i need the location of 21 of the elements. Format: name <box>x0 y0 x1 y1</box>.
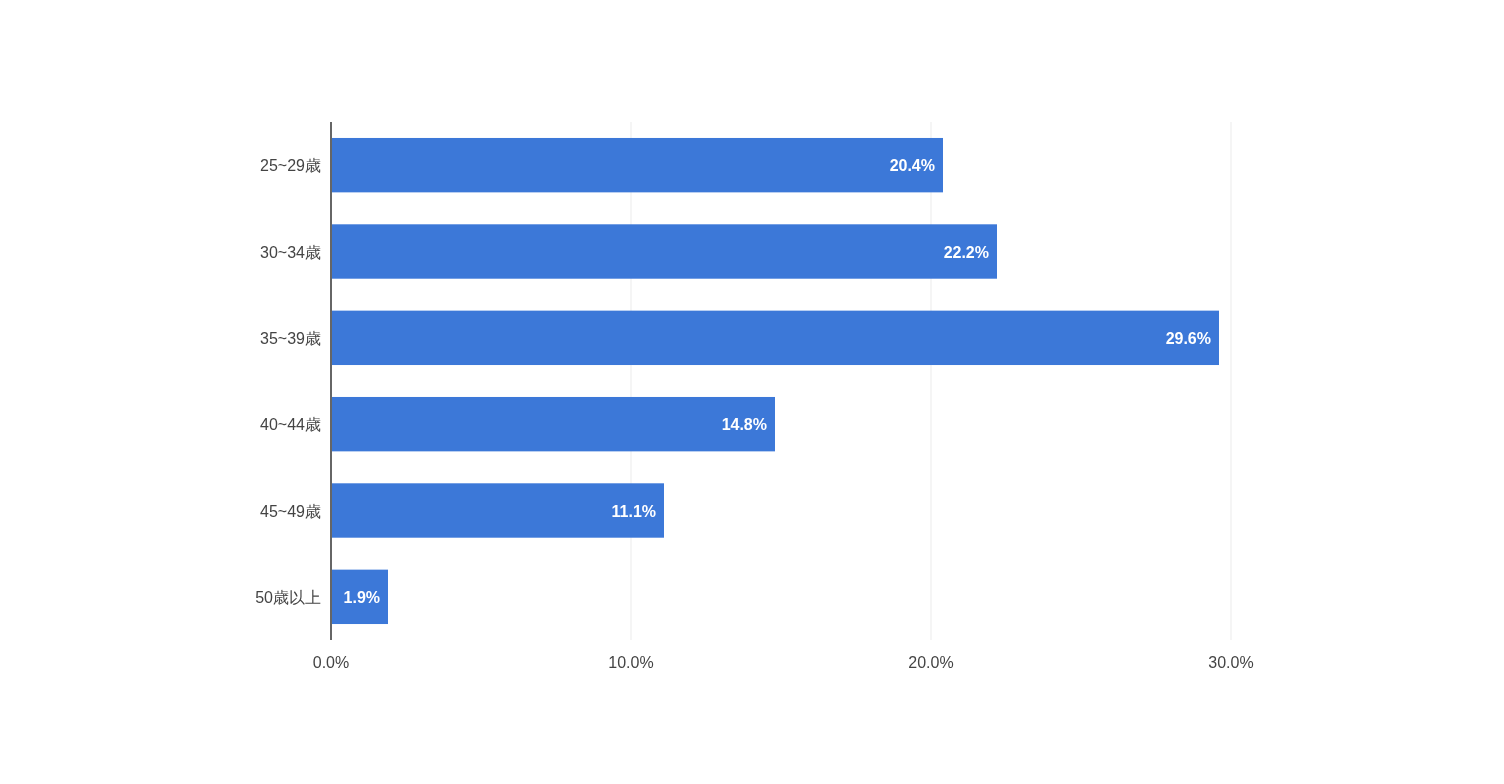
data-label: 20.4% <box>889 157 935 175</box>
data-label: 22.2% <box>943 243 989 261</box>
data-label: 11.1% <box>611 502 656 520</box>
y-tick-label: 50歳以上 <box>255 588 321 606</box>
bar <box>331 396 775 452</box>
x-tick-label: 0.0% <box>312 654 350 671</box>
data-label: 1.9% <box>343 588 380 606</box>
bar <box>331 224 997 279</box>
bar <box>331 310 1219 366</box>
y-tick-label: 35~39歳 <box>260 329 321 347</box>
y-tick-label: 25~29歳 <box>260 157 321 175</box>
y-tick-label: 30~34歳 <box>260 243 321 261</box>
data-label: 29.6% <box>1165 329 1211 347</box>
x-tick-label: 10.0% <box>608 654 654 671</box>
bar <box>331 483 664 538</box>
data-label: 14.8% <box>721 416 767 434</box>
x-tick-label: 20.0% <box>908 654 954 671</box>
x-tick-label: 30.0% <box>1208 654 1254 671</box>
bar <box>331 137 943 193</box>
y-tick-label: 40~44歳 <box>260 416 321 434</box>
y-tick-label: 45~49歳 <box>260 502 321 520</box>
